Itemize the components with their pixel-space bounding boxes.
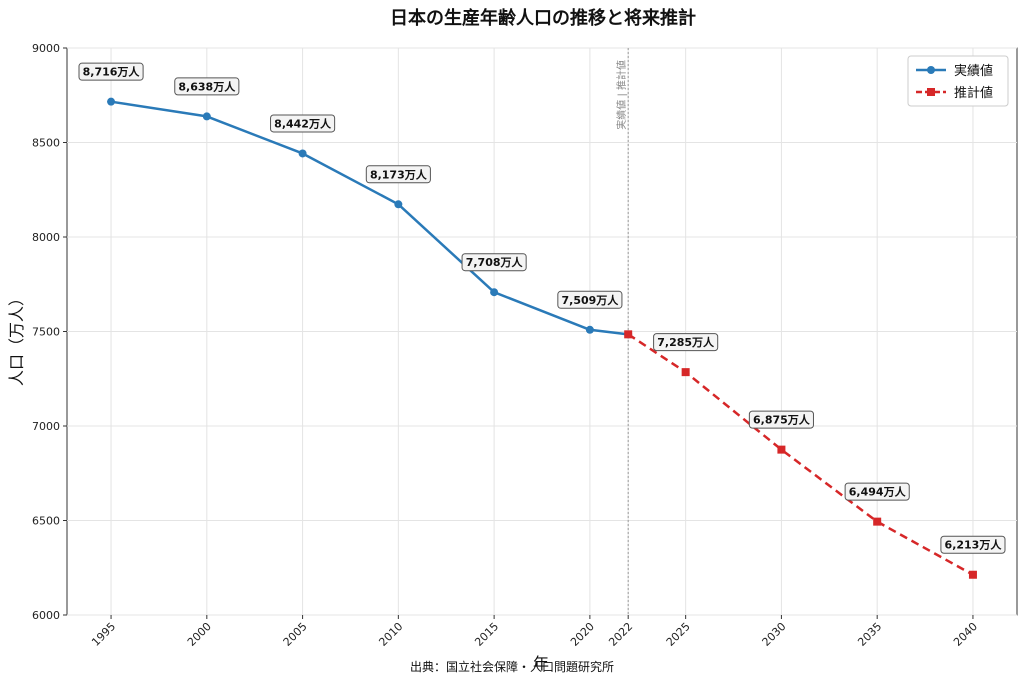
data-label: 8,442万人 xyxy=(270,114,336,133)
y-axis-ticks: 6000 6500 7000 7500 8000 8500 9000 xyxy=(32,42,67,622)
y-tick-label: 6000 xyxy=(32,609,60,622)
data-label-box xyxy=(940,535,1006,554)
data-point xyxy=(490,288,499,297)
data-point xyxy=(107,97,116,106)
x-tick-label: 1995 xyxy=(89,620,118,649)
data-label-box xyxy=(174,77,240,96)
data-label-text: 6,875万人 xyxy=(753,413,811,427)
data-label-box xyxy=(557,290,623,309)
data-label: 8,716万人 xyxy=(78,62,144,81)
x-tick-label: 2040 xyxy=(951,620,980,649)
series xyxy=(107,97,977,579)
y-tick-label: 7000 xyxy=(32,420,60,433)
data-label: 8,638万人 xyxy=(174,77,240,96)
data-label-text: 7,285万人 xyxy=(657,335,715,349)
x-tick-label: 2035 xyxy=(855,620,884,649)
data-label-box xyxy=(78,62,144,81)
data-label: 8,173万人 xyxy=(365,165,431,184)
data-point xyxy=(968,570,977,579)
data-label: 7,509万人 xyxy=(557,290,623,309)
data-point xyxy=(202,112,211,121)
data-label-text: 8,638万人 xyxy=(178,79,236,93)
data-label-box xyxy=(844,482,910,501)
data-label-box xyxy=(653,333,719,352)
x-tick-label: 2030 xyxy=(760,620,789,649)
data-label: 6,213万人 xyxy=(940,535,1006,554)
x-tick-label: 2005 xyxy=(281,620,310,649)
data-label: 7,285万人 xyxy=(653,333,719,352)
x-tick-label: 2022 xyxy=(606,620,635,649)
y-tick-label: 6500 xyxy=(32,515,60,528)
data-point xyxy=(681,368,690,377)
data-point xyxy=(394,200,403,209)
data-label: 6,494万人 xyxy=(844,482,910,501)
y-tick-label: 8500 xyxy=(32,137,60,150)
data-label-text: 8,442万人 xyxy=(274,116,332,130)
y-tick-label: 7500 xyxy=(32,326,60,339)
data-point xyxy=(873,517,882,526)
data-point xyxy=(777,445,786,454)
divider-label: 実績値 | 推計値 xyxy=(615,60,628,130)
x-tick-label: 2010 xyxy=(376,620,405,649)
x-axis-ticks: 1995 2000 2005 2010 2015 2020 2022 2025 2030 2035… xyxy=(89,615,980,649)
chart-title: 日本の生産年齢人口の推移と将来推計 xyxy=(390,7,696,29)
x-tick-label: 2020 xyxy=(568,620,597,649)
legend-label-1: 推計値 xyxy=(954,85,993,101)
data-label-box xyxy=(270,114,336,133)
data-label-box xyxy=(365,165,431,184)
source-note: 出典：国立社会保障・人口問題研究所 xyxy=(410,659,614,674)
divider: 実績値 | 推計値 xyxy=(615,48,629,615)
y-axis-label: 人口（万人） xyxy=(7,290,26,386)
data-label-text: 7,708万人 xyxy=(466,255,524,269)
data-label-text: 8,173万人 xyxy=(370,167,428,181)
data-label: 7,708万人 xyxy=(461,253,527,272)
data-label-box xyxy=(748,410,814,429)
data-point xyxy=(585,325,594,334)
legend-label-0: 実績値 xyxy=(954,63,993,79)
data-label: 6,875万人 xyxy=(748,410,814,429)
data-label-text: 6,213万人 xyxy=(945,538,1003,552)
series-line-1 xyxy=(627,333,974,576)
data-label-box xyxy=(461,253,527,272)
legend-marker xyxy=(927,66,935,74)
grid xyxy=(67,47,1017,616)
data-point xyxy=(624,330,633,339)
y-tick-label: 9000 xyxy=(32,42,60,55)
data-label-text: 8,716万人 xyxy=(83,65,141,79)
data-label-text: 6,494万人 xyxy=(849,485,907,499)
data-label-text: 7,509万人 xyxy=(561,293,619,307)
x-tick-label: 2000 xyxy=(185,620,214,649)
y-tick-label: 8000 xyxy=(32,231,60,244)
data-point xyxy=(298,149,307,158)
x-tick-label: 2015 xyxy=(472,620,501,649)
legend-marker xyxy=(927,88,935,96)
x-axis-label: 年 xyxy=(533,654,549,673)
data-labels: 8,716万人 8,638万人 8,442万人 8,173万人 7,708万人 7,509… xyxy=(78,62,1006,554)
x-tick-label: 2025 xyxy=(664,620,693,649)
